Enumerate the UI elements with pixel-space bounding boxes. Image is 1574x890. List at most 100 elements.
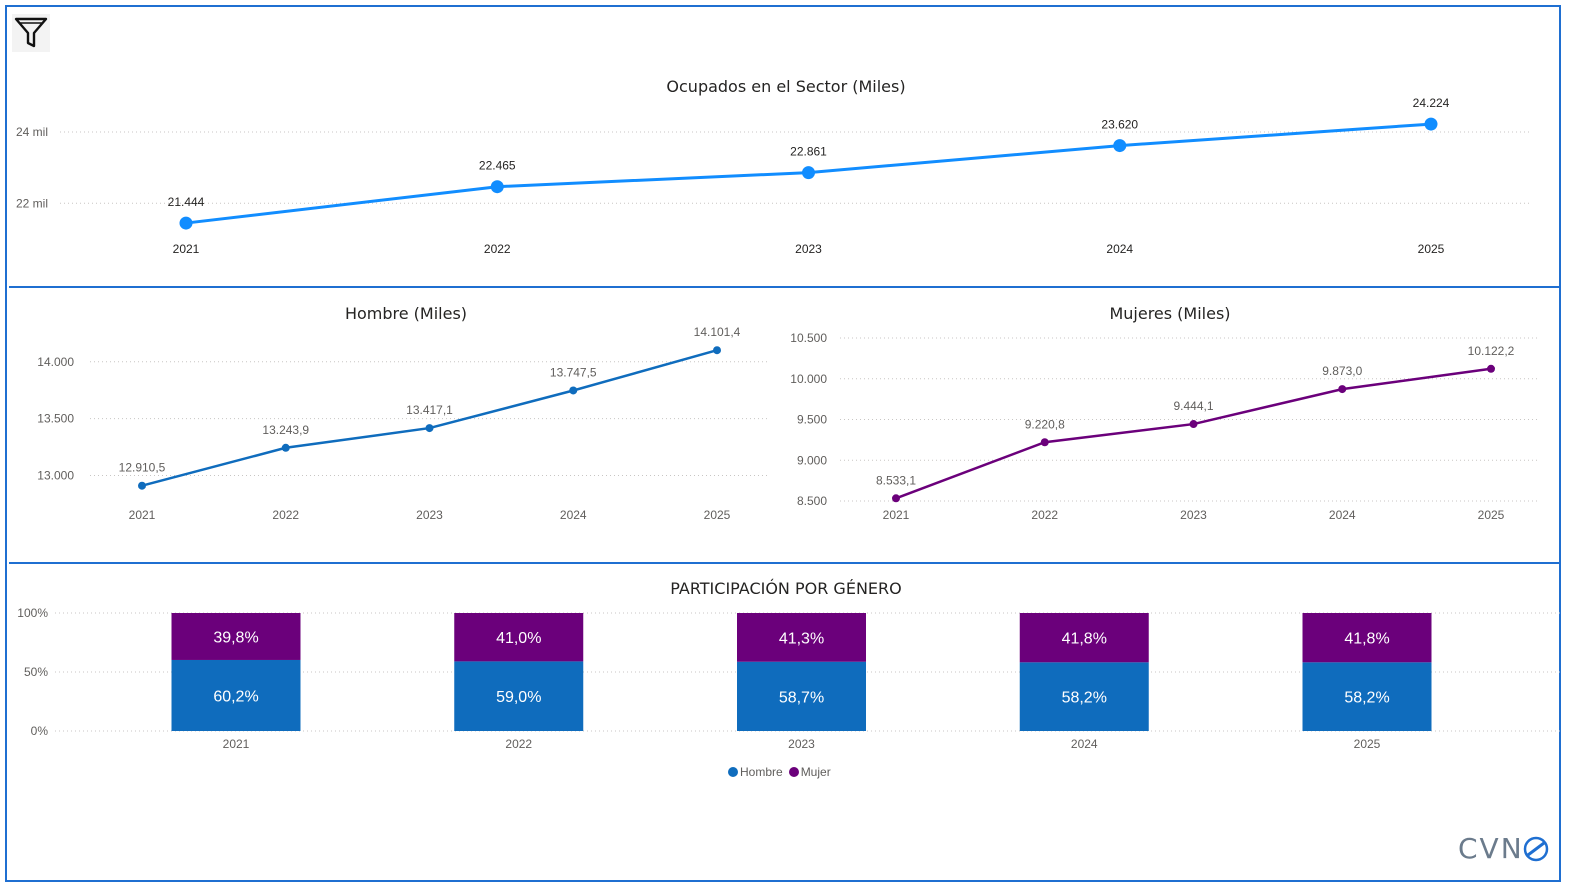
data-label: 13.417,1 <box>406 403 453 417</box>
legend-dot-hombre <box>728 767 738 777</box>
x-tick-label: 2023 <box>416 508 443 522</box>
chart-title: Mujeres (Miles) <box>1109 304 1230 323</box>
x-tick-label: 2023 <box>788 737 815 751</box>
legend-label-hombre: Hombre <box>740 765 783 779</box>
bar-segment-mujer[interactable] <box>1302 613 1432 663</box>
data-point[interactable] <box>1487 364 1495 373</box>
chart-hombre: Hombre (Miles) 13.000 13.500 14.000 2021 202… <box>37 304 770 522</box>
bar-label: 60,2% <box>213 688 258 705</box>
data-label: 9.873,0 <box>1322 364 1362 378</box>
logo-globe-icon <box>1523 836 1548 861</box>
x-tick-label: 2025 <box>704 508 731 522</box>
bar-segment-mujer[interactable] <box>454 613 584 662</box>
legend: Hombre Mujer <box>728 765 831 779</box>
bar-segment-hombre[interactable] <box>1019 662 1149 731</box>
report-frame <box>5 5 1561 882</box>
bar-label: 58,2% <box>1344 690 1389 707</box>
data-label: 10.122,2 <box>1468 344 1515 358</box>
chart-title: Ocupados en el Sector (Miles) <box>666 77 905 96</box>
data-point[interactable] <box>1338 385 1347 394</box>
bar-label: 58,7% <box>779 689 824 706</box>
data-label: 22.861 <box>790 145 827 159</box>
filter-icon <box>14 17 48 48</box>
x-tick-label: 2021 <box>223 737 250 751</box>
chart-mujeres: Mujeres (Miles) 8.500 9.000 9.500 10.000 10.… <box>790 304 1540 522</box>
y-tick-label: 24 mil <box>16 125 48 139</box>
chart-ocupados: Ocupados en el Sector (Miles) 22 mil 24 m… <box>16 77 1530 256</box>
data-point[interactable] <box>425 424 434 433</box>
x-tick-label: 2021 <box>883 508 910 522</box>
bar-label: 41,0% <box>496 630 541 647</box>
bar-segment-hombre[interactable] <box>737 661 866 731</box>
chart-title: PARTICIPACIÓN POR GÉNERO <box>670 579 901 598</box>
data-point[interactable] <box>892 494 900 503</box>
bar-label: 41,8% <box>1062 631 1107 648</box>
cvn-logo: CVN <box>1458 832 1550 865</box>
legend-label-mujer: Mujer <box>800 765 831 779</box>
logo-text: CVN <box>1458 832 1524 865</box>
data-label: 13.243,9 <box>262 423 309 437</box>
legend-item-hombre[interactable]: Hombre <box>728 765 783 779</box>
data-point[interactable] <box>802 166 815 180</box>
bar-segment-hombre[interactable] <box>454 661 584 731</box>
bar-segment-mujer[interactable] <box>1019 613 1149 663</box>
bar-segment-hombre[interactable] <box>1302 662 1432 731</box>
y-tick-label: 10.000 <box>790 372 827 386</box>
data-label: 12.910,5 <box>119 461 166 475</box>
x-tick-label: 2024 <box>1329 508 1356 522</box>
y-tick-label: 0% <box>31 724 49 738</box>
data-point[interactable] <box>179 216 193 230</box>
y-tick-label: 14.000 <box>37 355 74 369</box>
legend-dot-mujer <box>788 767 799 777</box>
data-point[interactable] <box>569 386 578 395</box>
data-point[interactable] <box>1189 420 1198 429</box>
data-point[interactable] <box>281 443 290 452</box>
x-tick-label: 2021 <box>129 508 156 522</box>
x-tick-label: 2022 <box>505 737 532 751</box>
x-tick-label: 2021 <box>173 242 200 256</box>
data-label: 14.101,4 <box>694 325 741 339</box>
x-tick-label: 2025 <box>1354 737 1381 751</box>
data-label: 8.533,1 <box>876 473 916 487</box>
filter-button[interactable] <box>12 14 50 52</box>
y-tick-label: 13.000 <box>37 469 74 483</box>
y-tick-label: 10.500 <box>790 331 827 345</box>
data-point[interactable] <box>490 180 504 194</box>
data-point[interactable] <box>1040 438 1049 447</box>
legend-item-mujer[interactable]: Mujer <box>788 765 831 779</box>
x-tick-label: 2024 <box>1071 737 1098 751</box>
y-tick-label: 9.000 <box>797 453 827 467</box>
y-tick-label: 100% <box>17 606 48 620</box>
x-tick-label: 2022 <box>484 242 511 256</box>
bar-label: 39,8% <box>213 629 258 646</box>
data-label: 24.224 <box>1413 96 1450 110</box>
data-label: 23.620 <box>1101 118 1138 132</box>
x-tick-label: 2023 <box>795 242 822 256</box>
chart-participacion: PARTICIPACIÓN POR GÉNERO 0% 50% 100% 2021 20… <box>17 579 1560 751</box>
x-tick-label: 2022 <box>1031 508 1058 522</box>
data-point[interactable] <box>1424 117 1438 131</box>
bar-segment-mujer[interactable] <box>737 613 866 662</box>
y-tick-label: 13.500 <box>37 412 74 426</box>
data-point[interactable] <box>713 346 721 355</box>
x-tick-label: 2024 <box>1106 242 1133 256</box>
y-tick-label: 8.500 <box>797 494 827 508</box>
data-label: 22.465 <box>479 159 516 173</box>
bar-segment-mujer[interactable] <box>171 613 301 660</box>
x-tick-label: 2024 <box>560 508 587 522</box>
series-line <box>895 367 1492 500</box>
data-label: 13.747,5 <box>550 365 597 379</box>
x-tick-label: 2022 <box>272 508 299 522</box>
y-tick-label: 50% <box>24 665 48 679</box>
divider-top <box>9 286 1559 288</box>
y-tick-label: 22 mil <box>16 196 48 210</box>
bar-label: 41,3% <box>779 630 824 647</box>
data-point[interactable] <box>138 481 146 490</box>
x-tick-label: 2025 <box>1478 508 1505 522</box>
y-tick-label: 9.500 <box>797 413 827 427</box>
x-tick-label: 2023 <box>1180 508 1207 522</box>
data-label: 9.444,1 <box>1173 399 1213 413</box>
bar-segment-hombre[interactable] <box>171 659 301 731</box>
data-label: 9.220,8 <box>1025 417 1065 431</box>
data-point[interactable] <box>1113 139 1127 153</box>
